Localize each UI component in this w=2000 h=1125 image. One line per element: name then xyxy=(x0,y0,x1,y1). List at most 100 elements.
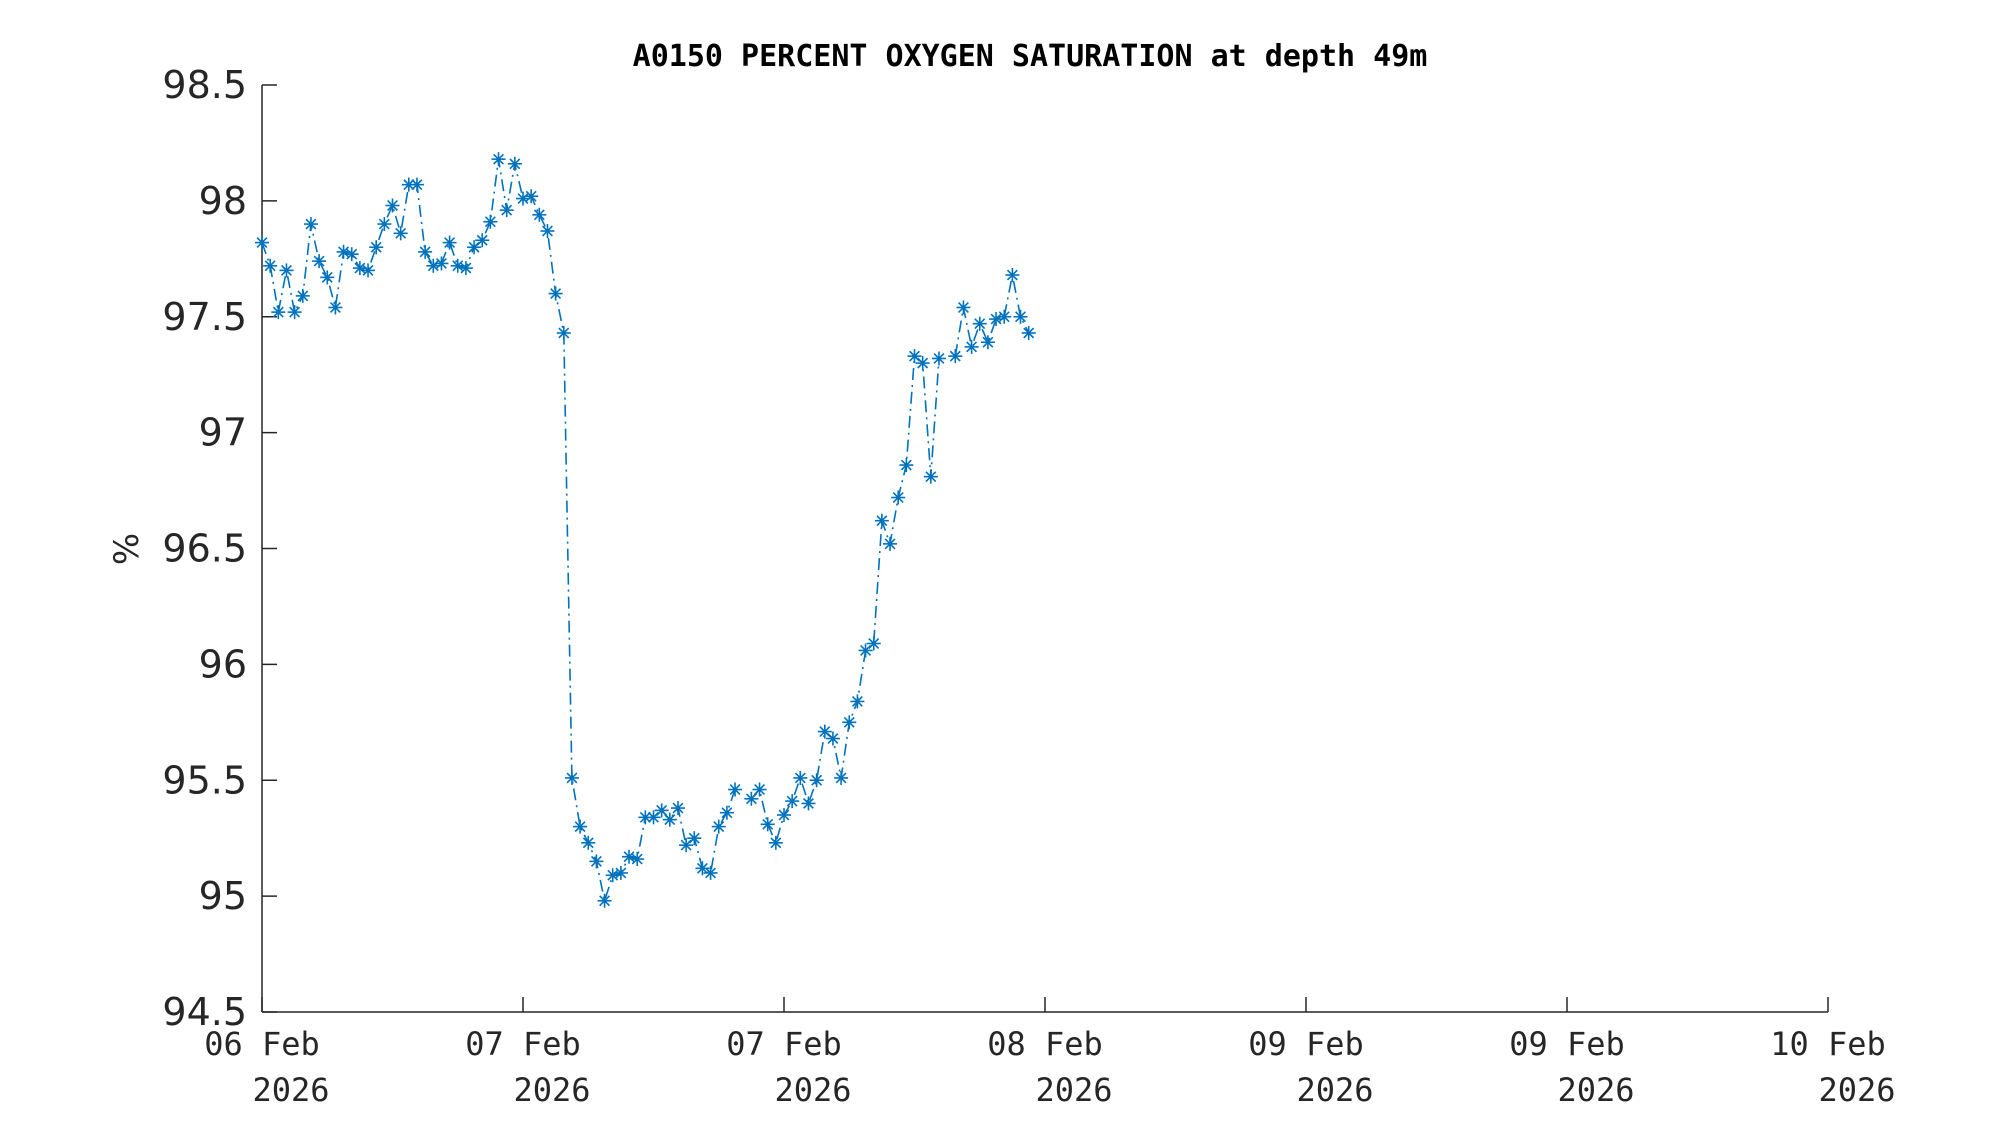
data-point xyxy=(768,835,783,850)
data-point xyxy=(279,263,294,278)
data-point xyxy=(516,191,530,206)
data-point xyxy=(695,861,710,876)
data-point xyxy=(679,838,694,853)
y-tick-label: 97 xyxy=(199,411,247,455)
data-point xyxy=(711,819,726,834)
data-point xyxy=(303,217,318,232)
data-point xyxy=(1021,325,1036,340)
data-point xyxy=(320,270,335,285)
data-point xyxy=(524,189,539,204)
data-point xyxy=(1005,268,1020,283)
data-point xyxy=(426,258,441,273)
y-tick-label: 98 xyxy=(199,179,247,223)
data-point xyxy=(972,316,987,331)
data-point xyxy=(573,819,588,834)
data-point xyxy=(923,469,938,484)
data-point xyxy=(915,356,930,371)
axes: 94.5 95 95.5 96 96.5 97 97.5 98 98.5 06 Feb 2026 07… xyxy=(162,63,1895,1109)
data-point xyxy=(589,854,604,869)
x-tick-label-day: 07 Feb xyxy=(726,1025,842,1063)
data-point xyxy=(728,782,743,797)
x-tick-label-year: 2026 xyxy=(1818,1071,1895,1109)
data-point xyxy=(328,300,343,315)
data-point xyxy=(866,636,881,651)
x-tick-label-year: 2026 xyxy=(1035,1071,1112,1109)
data-point xyxy=(597,893,612,908)
data-point xyxy=(858,643,873,658)
data-point xyxy=(989,312,1004,327)
data-point xyxy=(842,715,857,730)
data-point xyxy=(336,244,351,259)
data-point xyxy=(834,770,849,785)
x-tick-label-year: 2026 xyxy=(513,1071,590,1109)
data-point xyxy=(956,300,971,315)
series-line xyxy=(261,159,736,904)
data-point xyxy=(271,305,286,320)
series-line xyxy=(750,354,940,846)
data-point xyxy=(475,233,490,248)
data-point xyxy=(369,240,384,255)
data-point xyxy=(907,349,922,364)
x-tick-label-day: 07 Feb xyxy=(465,1025,581,1063)
data-point xyxy=(719,805,734,820)
data-point xyxy=(312,254,327,269)
data-point xyxy=(564,770,579,785)
y-tick-label: 97.5 xyxy=(162,295,247,339)
chart-title: A0150 PERCENT OXYGEN SATURATION at depth… xyxy=(633,39,1428,74)
x-tick-label-day: 06 Feb xyxy=(204,1025,320,1063)
x-tick-label-year: 2026 xyxy=(1557,1071,1634,1109)
data-point xyxy=(295,288,310,303)
data-point xyxy=(377,217,392,232)
x-tick-label-day: 09 Feb xyxy=(1509,1025,1625,1063)
data-point xyxy=(948,349,963,364)
data-point xyxy=(744,791,759,806)
data-point xyxy=(393,226,408,241)
data-point xyxy=(418,244,433,259)
data-point xyxy=(255,235,269,250)
x-tick-label-year: 2026 xyxy=(252,1071,329,1109)
data-point xyxy=(287,305,302,320)
data-point xyxy=(622,849,637,864)
data-point xyxy=(760,817,775,832)
data-point xyxy=(883,536,898,551)
y-tick-label: 94.5 xyxy=(162,990,247,1034)
data-point xyxy=(442,235,457,250)
data-point xyxy=(809,773,824,788)
y-tick-label: 95.5 xyxy=(162,758,247,802)
x-tick-label-year: 2026 xyxy=(774,1071,851,1109)
data-point xyxy=(361,263,376,278)
data-point xyxy=(409,177,424,192)
data-point xyxy=(752,782,767,797)
data-point xyxy=(997,309,1012,324)
data-point xyxy=(703,865,718,880)
data-point xyxy=(499,203,514,218)
y-tick-label: 95 xyxy=(199,874,247,918)
data-point xyxy=(483,214,498,229)
data-point xyxy=(899,458,914,473)
x-tick-label-day: 08 Feb xyxy=(987,1025,1103,1063)
data-point xyxy=(385,198,400,213)
data-point xyxy=(581,835,596,850)
data-point xyxy=(263,258,278,273)
data-point xyxy=(344,247,359,262)
data-point xyxy=(352,261,367,276)
data-point xyxy=(507,156,522,171)
data-point xyxy=(467,240,482,255)
data-point xyxy=(801,796,816,811)
y-axis-label: % xyxy=(107,533,147,565)
series-line xyxy=(954,274,1030,357)
data-point xyxy=(401,177,416,192)
data-point xyxy=(630,852,645,867)
data-point xyxy=(687,831,702,846)
data-point xyxy=(654,803,669,818)
y-tick-label: 96.5 xyxy=(162,527,247,571)
data-point xyxy=(450,258,465,273)
y-tick-label: 96 xyxy=(199,642,247,686)
data-point xyxy=(1013,309,1028,324)
data-point xyxy=(777,808,791,823)
data-point xyxy=(891,490,906,505)
data-point xyxy=(540,224,555,239)
data-point xyxy=(670,801,685,816)
data-point xyxy=(785,794,800,809)
